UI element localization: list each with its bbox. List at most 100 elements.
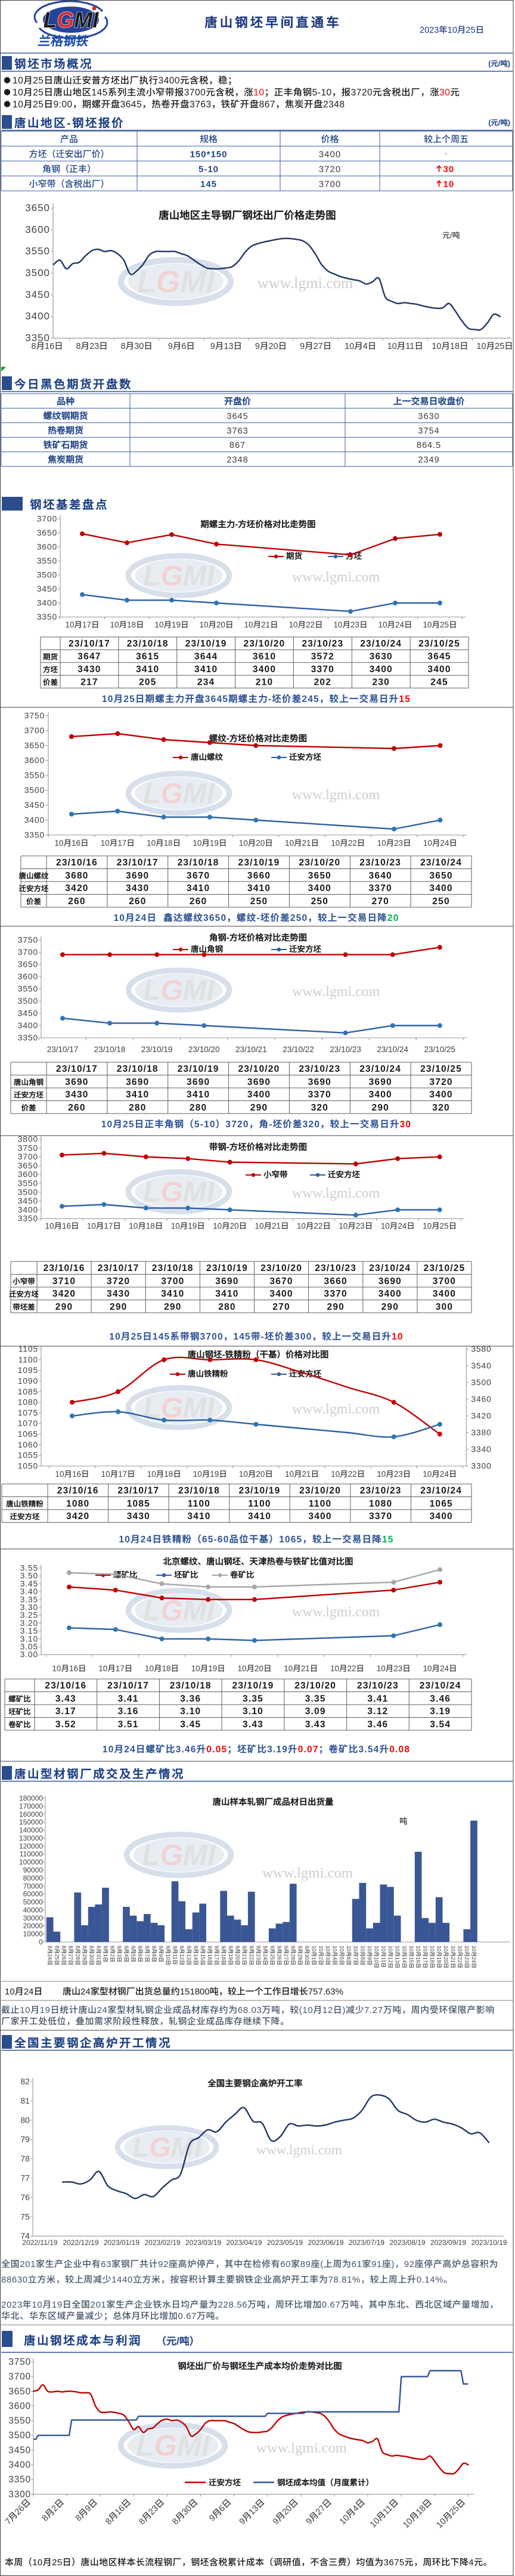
svg-text:100000: 100000 xyxy=(19,1858,43,1866)
svg-text:9: 9 xyxy=(228,1946,234,1949)
svg-text:3.46: 3.46 xyxy=(367,1720,388,1730)
svg-text:24: 24 xyxy=(440,1664,449,1673)
svg-text:65-60: 65-60 xyxy=(202,1535,229,1545)
svg-text:31: 31 xyxy=(95,1954,101,1960)
svg-text:22: 22 xyxy=(348,1470,357,1479)
svg-text:2348: 2348 xyxy=(227,456,248,465)
svg-text:16: 16 xyxy=(62,1221,71,1230)
svg-text:7: 7 xyxy=(353,1957,359,1960)
svg-text:3.15: 3.15 xyxy=(20,1626,38,1635)
svg-text:3.46: 3.46 xyxy=(430,1694,451,1704)
svg-text:-: - xyxy=(235,520,238,530)
svg-text:145: 145 xyxy=(200,180,217,190)
svg-text:5-10: 5-10 xyxy=(312,88,332,98)
svg-text:25: 25 xyxy=(466,26,475,35)
svg-text:1080: 1080 xyxy=(66,1499,89,1509)
svg-text:www.lgmi.com: www.lgmi.com xyxy=(292,1186,380,1201)
svg-text:10: 10 xyxy=(429,1946,435,1952)
svg-text:79: 79 xyxy=(20,2135,30,2144)
svg-text:3410: 3410 xyxy=(247,883,271,893)
svg-text:3550: 3550 xyxy=(8,2416,31,2426)
svg-text:LGMI: LGMI xyxy=(143,778,215,810)
svg-text:23/10/16: 23/10/16 xyxy=(45,1681,86,1691)
svg-text:3.41: 3.41 xyxy=(118,1694,139,1704)
svg-text:10: 10 xyxy=(464,1946,470,1952)
svg-text:3615: 3615 xyxy=(136,652,159,662)
svg-text:25: 25 xyxy=(52,2558,63,2568)
svg-text:20: 20 xyxy=(230,1221,239,1230)
svg-text:3800: 3800 xyxy=(18,1134,38,1144)
svg-text:3: 3 xyxy=(116,1954,122,1957)
svg-text:23/10/24: 23/10/24 xyxy=(420,1681,461,1691)
svg-text:290: 290 xyxy=(110,1302,127,1312)
svg-text:10: 10 xyxy=(339,1221,348,1230)
svg-text:12: 12 xyxy=(322,2005,333,2015)
svg-text:3690: 3690 xyxy=(379,1276,402,1287)
svg-text:2023/06/19: 2023/06/19 xyxy=(308,2238,344,2247)
svg-text:3420: 3420 xyxy=(52,1289,76,1299)
svg-text:8: 8 xyxy=(121,342,126,351)
svg-text:10: 10 xyxy=(284,1664,293,1673)
svg-text:40000: 40000 xyxy=(23,1906,44,1914)
svg-text:23/10/23: 23/10/23 xyxy=(360,1486,402,1496)
svg-text:23: 23 xyxy=(394,1470,403,1479)
svg-text:9: 9 xyxy=(367,1957,373,1960)
svg-text:10: 10 xyxy=(297,1221,306,1230)
svg-text:170000: 170000 xyxy=(19,1802,43,1810)
svg-text:3600: 3600 xyxy=(8,2401,31,2411)
svg-text:9: 9 xyxy=(255,1946,261,1949)
svg-text:10: 10 xyxy=(289,620,298,629)
svg-text:24: 24 xyxy=(440,839,449,848)
svg-text:80: 80 xyxy=(20,2115,30,2124)
svg-text:3410: 3410 xyxy=(187,1511,210,1522)
svg-text:19: 19 xyxy=(208,1664,217,1673)
svg-text:3.54: 3.54 xyxy=(359,1745,380,1755)
svg-text:3410: 3410 xyxy=(126,1090,149,1100)
svg-text:10: 10 xyxy=(244,620,253,629)
svg-text:8: 8 xyxy=(61,1946,67,1949)
svg-text:10: 10 xyxy=(55,1470,64,1479)
svg-text:24: 24 xyxy=(124,1745,136,1755)
svg-text:10: 10 xyxy=(381,1221,390,1230)
svg-text:3650: 3650 xyxy=(18,960,38,969)
svg-text:10: 10 xyxy=(20,2005,30,2015)
svg-text:3430: 3430 xyxy=(107,1289,130,1299)
svg-text:320: 320 xyxy=(311,1103,328,1113)
svg-text:2023/05/19: 2023/05/19 xyxy=(267,2238,303,2247)
svg-text:1065: 1065 xyxy=(279,1535,302,1545)
svg-text:9: 9 xyxy=(214,1946,220,1949)
svg-text:3.09: 3.09 xyxy=(305,1706,326,1717)
svg-text:3.35: 3.35 xyxy=(20,1594,38,1604)
svg-text:1080: 1080 xyxy=(369,1499,392,1509)
svg-text:3700: 3700 xyxy=(433,1276,456,1287)
svg-text:24: 24 xyxy=(135,913,147,923)
svg-text:10: 10 xyxy=(165,1954,171,1960)
svg-text:2023/10/19: 2023/10/19 xyxy=(471,2238,507,2247)
svg-text:3640: 3640 xyxy=(369,871,392,881)
svg-text:LGMI: LGMI xyxy=(142,1839,216,1872)
svg-text:3400: 3400 xyxy=(429,1090,452,1100)
svg-text:23/10/23: 23/10/23 xyxy=(302,639,343,649)
svg-text:10: 10 xyxy=(318,1946,324,1952)
svg-text:(: ( xyxy=(488,119,491,127)
svg-text:3370: 3370 xyxy=(308,1090,331,1100)
svg-text:3500: 3500 xyxy=(471,1378,491,1387)
svg-text:LGMI: LGMI xyxy=(143,975,215,1007)
svg-text:30000: 30000 xyxy=(23,1914,44,1922)
svg-text:3.43: 3.43 xyxy=(55,1694,76,1704)
svg-text:29: 29 xyxy=(297,1954,303,1960)
svg-text:20: 20 xyxy=(216,620,225,629)
svg-text:5: 5 xyxy=(131,1954,136,1957)
svg-text:8: 8 xyxy=(54,1946,60,1949)
svg-text:10: 10 xyxy=(432,342,441,351)
svg-text:22: 22 xyxy=(348,839,357,848)
svg-text:1105: 1105 xyxy=(18,1344,38,1354)
svg-text:2022/11/19: 2022/11/19 xyxy=(22,2238,57,2247)
svg-text:3.35: 3.35 xyxy=(243,1694,263,1704)
svg-text:90000: 90000 xyxy=(23,1866,44,1875)
svg-text:110000: 110000 xyxy=(20,1850,43,1858)
svg-text:3600: 3600 xyxy=(25,224,50,235)
svg-text:17: 17 xyxy=(104,1221,113,1230)
svg-text:11: 11 xyxy=(172,1954,178,1959)
svg-text:270: 270 xyxy=(272,1302,290,1312)
